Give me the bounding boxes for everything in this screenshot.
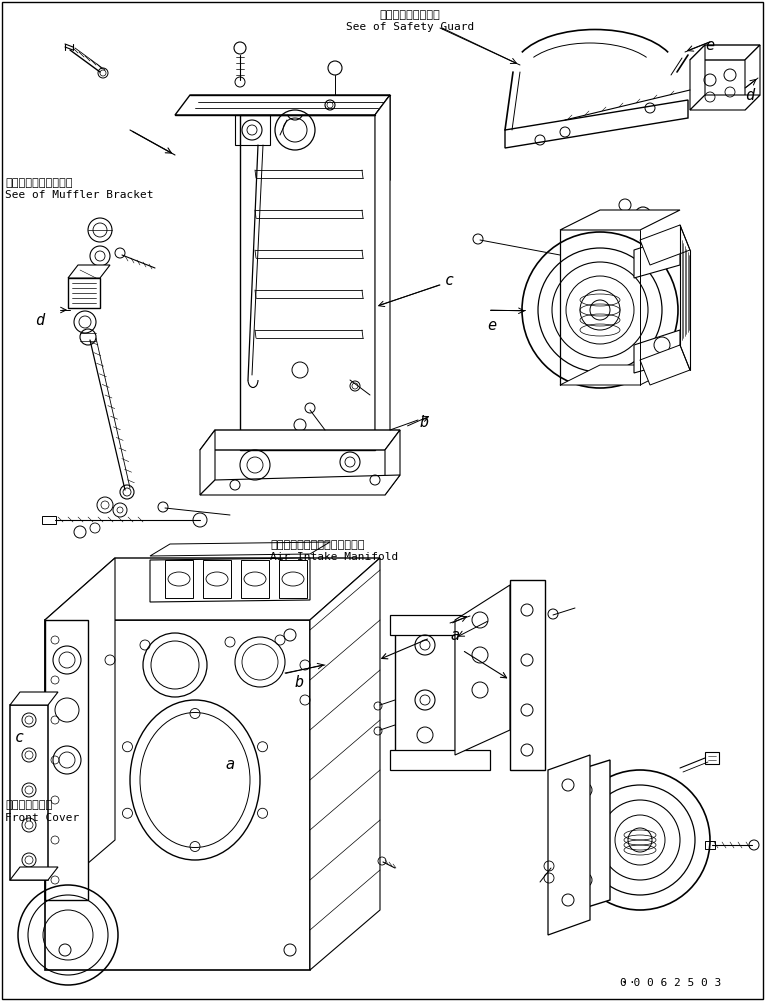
Polygon shape [200, 430, 215, 495]
Polygon shape [745, 45, 760, 110]
Polygon shape [45, 558, 115, 900]
Text: エアーインテークマニホールド: エアーインテークマニホールド [270, 540, 364, 550]
Polygon shape [390, 615, 490, 635]
Polygon shape [203, 560, 231, 598]
Polygon shape [390, 750, 490, 770]
Text: Front Cover: Front Cover [5, 813, 80, 823]
Polygon shape [45, 558, 380, 620]
Text: c: c [15, 730, 24, 745]
Polygon shape [10, 867, 58, 880]
Text: Air Intake Manifold: Air Intake Manifold [270, 552, 399, 562]
Bar [42, 516, 56, 524]
Text: d: d [35, 313, 44, 328]
Text: e: e [705, 38, 714, 53]
Text: .: . [628, 975, 635, 985]
Polygon shape [150, 542, 330, 556]
Polygon shape [634, 235, 680, 278]
Text: 0 0 0 6 2 5 0 3: 0 0 0 6 2 5 0 3 [620, 978, 721, 988]
Polygon shape [375, 95, 390, 195]
Text: .: . [620, 975, 627, 985]
Polygon shape [640, 345, 690, 385]
Bar [705, 752, 719, 764]
Polygon shape [560, 365, 680, 385]
Polygon shape [548, 755, 590, 935]
Text: マフラブラケット参照: マフラブラケット参照 [5, 178, 73, 188]
Polygon shape [560, 210, 680, 230]
Text: e: e [487, 318, 496, 333]
Text: See of Muffler Bracket: See of Muffler Bracket [5, 190, 154, 200]
Text: b: b [295, 675, 304, 690]
Text: フロントカバー: フロントカバー [5, 800, 52, 810]
Polygon shape [690, 95, 760, 110]
Polygon shape [240, 115, 375, 450]
Polygon shape [241, 560, 269, 598]
Text: d: d [745, 88, 754, 103]
Polygon shape [45, 620, 310, 970]
Polygon shape [690, 45, 760, 60]
Polygon shape [634, 330, 680, 373]
Polygon shape [375, 95, 390, 450]
Polygon shape [690, 45, 705, 110]
Polygon shape [150, 558, 310, 602]
Polygon shape [10, 705, 48, 880]
Polygon shape [68, 278, 100, 308]
Polygon shape [10, 692, 58, 705]
Polygon shape [640, 225, 690, 265]
Text: セフティガード参照: セフティガード参照 [379, 10, 441, 20]
Text: c: c [445, 273, 454, 288]
Polygon shape [385, 430, 400, 495]
Bar [705, 841, 715, 849]
Polygon shape [562, 760, 610, 915]
Polygon shape [200, 430, 400, 450]
Polygon shape [505, 100, 688, 148]
Polygon shape [68, 265, 110, 278]
Polygon shape [175, 95, 390, 115]
Polygon shape [279, 560, 307, 598]
Circle shape [522, 232, 678, 388]
Polygon shape [510, 580, 545, 770]
Polygon shape [165, 560, 193, 598]
Text: a: a [450, 628, 459, 643]
Polygon shape [45, 620, 88, 900]
Text: a: a [225, 757, 234, 772]
Polygon shape [310, 558, 380, 970]
Polygon shape [455, 585, 510, 755]
Circle shape [570, 770, 710, 910]
Polygon shape [395, 620, 455, 755]
Polygon shape [200, 475, 400, 495]
Text: See of Safety Guard: See of Safety Guard [346, 22, 474, 32]
Text: b: b [420, 415, 429, 430]
